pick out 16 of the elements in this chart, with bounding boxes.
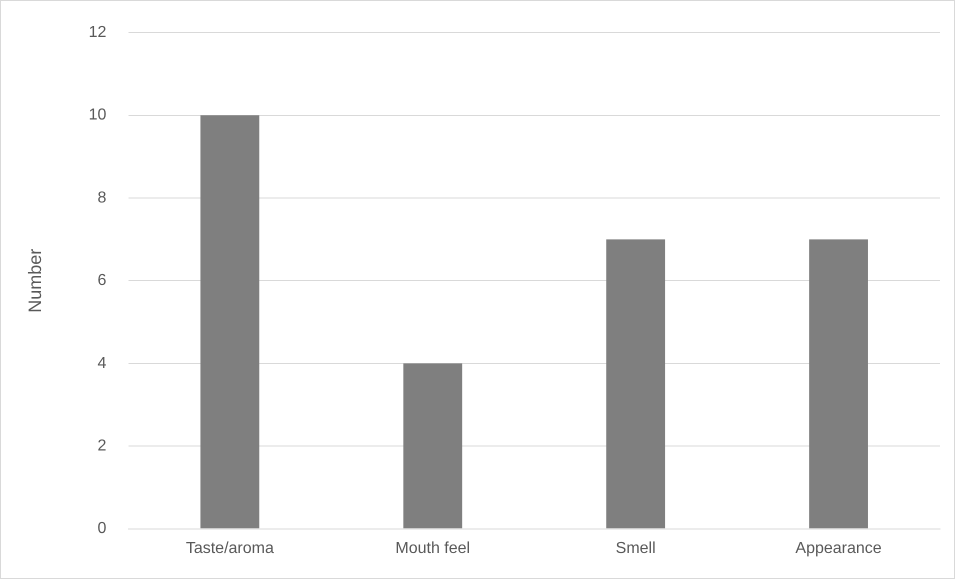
- x-tick-label: Mouth feel: [395, 540, 470, 557]
- bar: [606, 239, 666, 528]
- y-tick-label: 12: [88, 24, 106, 42]
- bar: [403, 363, 462, 528]
- y-tick-label: 6: [97, 272, 106, 290]
- y-axis-title: Number: [24, 248, 45, 313]
- y-tick-label: 2: [97, 438, 106, 455]
- bar: [809, 239, 868, 528]
- y-tick-label: 4: [97, 354, 106, 372]
- y-tick-label: 0: [97, 520, 106, 538]
- x-tick-label: Smell: [616, 540, 656, 557]
- x-tick-label: Taste/aroma: [186, 540, 274, 557]
- x-tick-label: Appearance: [795, 540, 882, 557]
- bar: [200, 115, 260, 528]
- y-tick-label: 10: [88, 106, 106, 124]
- y-tick-label: 8: [97, 189, 106, 206]
